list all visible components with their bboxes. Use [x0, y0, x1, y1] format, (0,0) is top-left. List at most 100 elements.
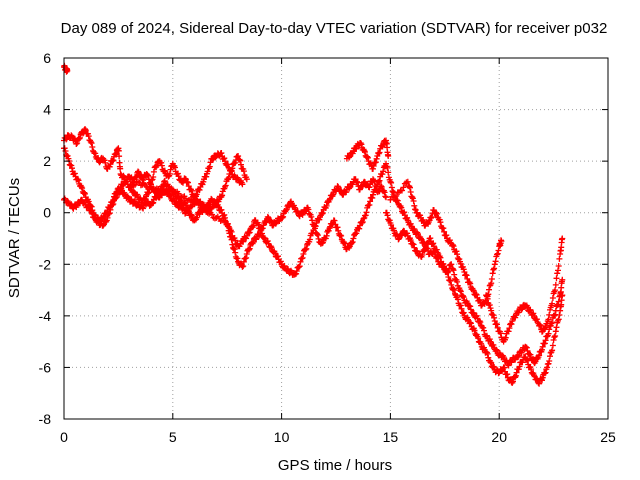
data-point	[304, 242, 310, 248]
data-point	[481, 327, 487, 334]
data-point	[447, 278, 454, 284]
data-point	[527, 306, 534, 313]
data-point	[354, 179, 361, 186]
data-point	[536, 321, 543, 328]
data-point	[89, 144, 96, 150]
data-point	[184, 204, 191, 211]
axis-ticks	[63, 57, 609, 420]
data-point	[386, 217, 393, 224]
data-point	[552, 307, 559, 314]
data-point	[384, 164, 391, 171]
data-point	[433, 210, 440, 217]
data-point	[459, 292, 466, 299]
series-track-g	[383, 209, 566, 369]
data-point	[243, 251, 250, 257]
x-tick-label: 0	[60, 429, 68, 445]
data-point	[326, 196, 333, 203]
series-track-h	[387, 178, 505, 309]
data-point	[457, 288, 464, 295]
data-point	[113, 193, 120, 200]
data-point	[145, 172, 152, 179]
data-point	[551, 312, 558, 319]
data-point	[303, 245, 310, 252]
data-point	[494, 324, 501, 331]
data-point	[236, 156, 243, 163]
data-point	[109, 201, 116, 208]
data-point	[422, 244, 429, 251]
data-point	[161, 167, 168, 174]
data-point	[470, 287, 477, 294]
data-point	[490, 342, 497, 348]
data-point	[401, 209, 408, 216]
data-point	[224, 161, 231, 168]
data-point	[539, 346, 545, 353]
data-point	[373, 155, 380, 162]
data-point	[369, 195, 376, 201]
data-point	[240, 263, 247, 270]
x-tick-label: 20	[491, 429, 507, 445]
data-point	[201, 205, 208, 212]
data-point	[449, 241, 456, 248]
data-point	[363, 209, 370, 216]
data-point	[457, 302, 464, 309]
data-point	[346, 154, 353, 161]
data-point	[277, 258, 284, 265]
data-point	[218, 206, 225, 213]
data-point	[258, 226, 265, 233]
data-point	[412, 206, 419, 213]
data-point	[199, 181, 206, 188]
data-point	[467, 306, 474, 313]
data-point	[196, 187, 203, 193]
data-point	[364, 154, 371, 161]
data-point	[109, 158, 116, 164]
data-point	[383, 160, 389, 167]
data-point	[158, 162, 165, 169]
data-point	[309, 230, 316, 237]
data-point	[427, 235, 434, 242]
data-point	[319, 210, 326, 217]
data-point	[464, 275, 471, 282]
data-point	[536, 352, 543, 359]
y-tick-label: 2	[43, 153, 51, 169]
data-point	[305, 206, 312, 213]
data-point	[353, 230, 360, 237]
data-point	[73, 141, 80, 147]
data-point	[81, 189, 88, 196]
data-point	[96, 159, 103, 166]
data-point	[243, 176, 250, 183]
data-point	[437, 254, 444, 261]
data-point	[350, 235, 357, 242]
data-point	[359, 183, 366, 190]
data-point	[243, 254, 250, 261]
data-point	[552, 311, 559, 318]
data-point	[451, 287, 458, 294]
data-point	[411, 226, 418, 233]
data-point	[549, 342, 556, 349]
data-point	[383, 194, 389, 201]
data-point	[484, 350, 491, 357]
data-point	[124, 178, 131, 185]
data-point	[232, 249, 239, 256]
data-point	[518, 306, 525, 313]
data-point	[433, 209, 440, 216]
series-track-f	[343, 137, 392, 172]
data-point	[493, 346, 500, 353]
data-point	[536, 380, 543, 387]
data-point	[467, 280, 474, 287]
data-point	[188, 187, 195, 194]
data-point	[167, 166, 174, 173]
data-point	[172, 164, 178, 171]
data-point	[545, 316, 552, 323]
data-point	[551, 334, 558, 341]
data-point	[257, 226, 264, 233]
data-point	[353, 145, 360, 152]
data-point	[488, 359, 495, 366]
data-point	[489, 270, 496, 277]
data-point	[187, 211, 194, 218]
data-point	[484, 295, 491, 302]
data-point	[486, 302, 493, 308]
data-point	[506, 325, 513, 332]
data-point	[445, 268, 452, 275]
data-point	[87, 138, 94, 145]
data-point	[334, 224, 341, 231]
